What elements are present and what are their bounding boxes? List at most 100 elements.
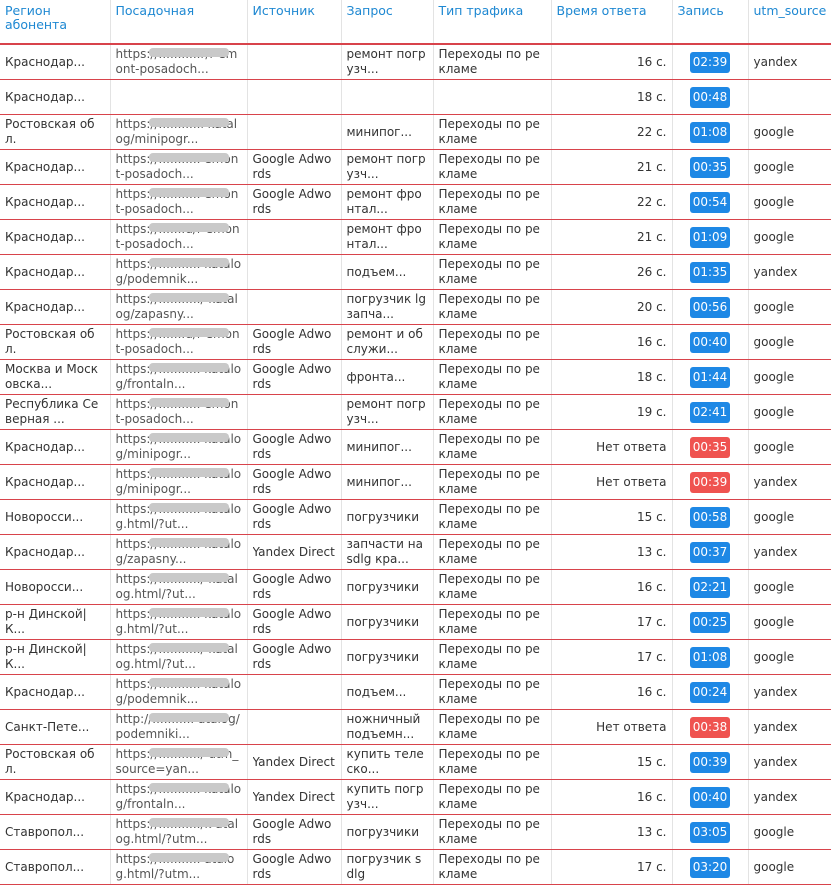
table-row[interactable]: Краснодар...https://........... emont-po… bbox=[0, 149, 831, 185]
play-recording-button[interactable]: 00:40 bbox=[690, 786, 730, 808]
cell-landing[interactable]: https://........... katalog.html/?ut... bbox=[110, 604, 248, 640]
cell-landing[interactable]: https://........... katalog.html/?ut... bbox=[110, 499, 248, 535]
col-header-recording[interactable]: Запись bbox=[672, 0, 749, 45]
cell-traffic-type: Переходы по рекламе bbox=[433, 254, 552, 290]
redacted-domain bbox=[148, 293, 229, 302]
col-header-region[interactable]: Регион абонента bbox=[0, 0, 111, 45]
play-recording-button[interactable]: 02:21 bbox=[690, 576, 730, 598]
play-recording-button[interactable]: 01:08 bbox=[690, 646, 730, 668]
cell-recording: 00:48 bbox=[672, 79, 749, 115]
play-recording-button[interactable]: 01:35 bbox=[690, 261, 730, 283]
cell-landing[interactable]: https://........... emont-posadoch... bbox=[110, 184, 248, 220]
cell-landing[interactable]: https://.........../ utm_source=yan... bbox=[110, 744, 248, 780]
table-row[interactable]: Новоросси...https://.........../ katalog… bbox=[0, 569, 831, 605]
cell-landing[interactable]: https://........... katalog/minipogr... bbox=[110, 464, 248, 500]
play-recording-button[interactable]: 00:48 bbox=[690, 86, 730, 108]
cell-landing[interactable]: https://........... katalog/minipogr... bbox=[110, 429, 248, 465]
cell-landing[interactable]: https://........... emont-posadoch... bbox=[110, 394, 248, 430]
cell-answer-time: 22 с. bbox=[551, 114, 673, 150]
cell-query: подъем... bbox=[341, 674, 434, 710]
cell-landing[interactable]: https://........... katalog/podemnik... bbox=[110, 254, 248, 290]
play-recording-button[interactable]: 00:39 bbox=[690, 471, 730, 493]
cell-query: погрузчики bbox=[341, 639, 434, 675]
play-recording-button[interactable]: 02:39 bbox=[690, 51, 730, 73]
table-row[interactable]: р-н Динской|К...https://.........../ kat… bbox=[0, 639, 831, 675]
cell-recording: 03:20 bbox=[672, 849, 749, 885]
play-recording-button[interactable]: 02:41 bbox=[690, 401, 730, 423]
table-row[interactable]: Новоросси...https://........... katalog.… bbox=[0, 499, 831, 535]
table-row[interactable]: Краснодар...https://........... katalog/… bbox=[0, 464, 831, 500]
table-row[interactable]: Краснодар...https://.........../ katalog… bbox=[0, 289, 831, 325]
cell-landing[interactable]: https://.........../ katalog/zapasny... bbox=[110, 289, 248, 325]
table-row[interactable]: Краснодар...https://...........r/r emont… bbox=[0, 44, 831, 80]
table-row[interactable]: Краснодар...https://........... katalog/… bbox=[0, 779, 831, 815]
cell-landing[interactable]: http://........... atalog/podemniki... bbox=[110, 709, 248, 745]
play-recording-button[interactable]: 00:37 bbox=[690, 541, 730, 563]
cell-query: купить погрузч... bbox=[341, 779, 434, 815]
cell-region: Краснодар... bbox=[0, 44, 111, 80]
table-row[interactable]: Ростовская обл.https://.......u/r emont-… bbox=[0, 324, 831, 360]
table-row[interactable]: Ставропол...https://........... atalog.h… bbox=[0, 849, 831, 885]
cell-traffic-type: Переходы по рекламе bbox=[433, 744, 552, 780]
cell-region: Краснодар... bbox=[0, 219, 111, 255]
cell-landing[interactable]: https://........... emont-posadoch... bbox=[110, 149, 248, 185]
cell-landing[interactable]: https://.......u/r emont-posadoch... bbox=[110, 324, 248, 360]
play-recording-button[interactable]: 00:40 bbox=[690, 331, 730, 353]
cell-landing[interactable]: https://........... katalog/zapasny... bbox=[110, 534, 248, 570]
col-header-utm-source[interactable]: utm_source bbox=[748, 0, 831, 45]
cell-recording: 00:58 bbox=[672, 499, 749, 535]
play-recording-button[interactable]: 00:54 bbox=[690, 191, 730, 213]
table-row[interactable]: р-н Динской|К...https://........... kata… bbox=[0, 604, 831, 640]
play-recording-button[interactable]: 03:20 bbox=[690, 856, 730, 878]
table-row[interactable]: Ставропол...https://.........../k atalog… bbox=[0, 814, 831, 850]
table-row[interactable]: Республика Северная ...https://.........… bbox=[0, 394, 831, 430]
play-recording-button[interactable]: 00:56 bbox=[690, 296, 730, 318]
table-row[interactable]: Краснодар...https://........... katalog/… bbox=[0, 429, 831, 465]
cell-source: Yandex Direct bbox=[247, 534, 342, 570]
redacted-domain bbox=[148, 363, 229, 372]
table-row[interactable]: Ростовская обл.https://.........../ utm_… bbox=[0, 744, 831, 780]
play-recording-button[interactable]: 01:08 bbox=[690, 121, 730, 143]
cell-landing[interactable]: https://...........r/r emont-posadoch... bbox=[110, 44, 248, 80]
cell-landing[interactable]: https://.......u/r emont-posadoch... bbox=[110, 219, 248, 255]
table-row[interactable]: Краснодар...https://.......u/r emont-pos… bbox=[0, 219, 831, 255]
play-recording-button[interactable]: 00:38 bbox=[690, 716, 730, 738]
cell-landing[interactable]: https://...........l katalog/minipogr... bbox=[110, 114, 248, 150]
play-recording-button[interactable]: 01:09 bbox=[690, 226, 730, 248]
cell-landing[interactable]: https://.........../ katalog.html/?ut... bbox=[110, 639, 248, 675]
cell-landing[interactable]: https://........... atalog.html/?utm... bbox=[110, 849, 248, 885]
table-row[interactable]: Санкт-Пете...http://........... atalog/p… bbox=[0, 709, 831, 745]
cell-recording: 00:25 bbox=[672, 604, 749, 640]
col-header-traffic-type[interactable]: Тип трафика bbox=[433, 0, 552, 45]
col-header-query[interactable]: Запрос bbox=[341, 0, 434, 45]
cell-landing[interactable]: https://........... katalog/frontaln... bbox=[110, 359, 248, 395]
table-row[interactable]: Москва и Московска...https://...........… bbox=[0, 359, 831, 395]
cell-recording: 01:35 bbox=[672, 254, 749, 290]
table-row[interactable]: Краснодар...https://........... emont-po… bbox=[0, 184, 831, 220]
cell-answer-time: 16 с. bbox=[551, 674, 673, 710]
cell-landing[interactable]: https://........... katalog/podemnik... bbox=[110, 674, 248, 710]
col-header-landing[interactable]: Посадочная bbox=[110, 0, 248, 45]
col-header-answer-time[interactable]: Время ответа bbox=[551, 0, 673, 45]
table-row[interactable]: Краснодар...https://........... katalog/… bbox=[0, 674, 831, 710]
play-recording-button[interactable]: 00:39 bbox=[690, 751, 730, 773]
table-row[interactable]: Краснодар...https://........... katalog/… bbox=[0, 534, 831, 570]
table-row[interactable]: Краснодар...https://........... katalog/… bbox=[0, 254, 831, 290]
play-recording-button[interactable]: 00:35 bbox=[690, 156, 730, 178]
play-recording-button[interactable]: 00:24 bbox=[690, 681, 730, 703]
cell-landing[interactable]: https://.........../ katalog.html/?ut... bbox=[110, 569, 248, 605]
play-recording-button[interactable]: 01:44 bbox=[690, 366, 730, 388]
table-row[interactable]: Ростовская обл.https://...........l kata… bbox=[0, 114, 831, 150]
cell-landing[interactable]: https://........... katalog/frontaln... bbox=[110, 779, 248, 815]
cell-landing[interactable]: https://.........../k atalog.html/?utm..… bbox=[110, 814, 248, 850]
cell-landing[interactable] bbox=[110, 79, 248, 115]
cell-utm-source: google bbox=[748, 219, 831, 255]
col-header-source[interactable]: Источник bbox=[247, 0, 342, 45]
play-recording-button[interactable]: 00:58 bbox=[690, 506, 730, 528]
table-row[interactable]: Краснодар... 18 с. 00:48 bbox=[0, 79, 831, 115]
play-recording-button[interactable]: 03:05 bbox=[690, 821, 730, 843]
play-recording-button[interactable]: 00:25 bbox=[690, 611, 730, 633]
play-recording-button[interactable]: 00:35 bbox=[690, 436, 730, 458]
redacted-domain bbox=[148, 48, 229, 57]
cell-traffic-type: Переходы по рекламе bbox=[433, 604, 552, 640]
